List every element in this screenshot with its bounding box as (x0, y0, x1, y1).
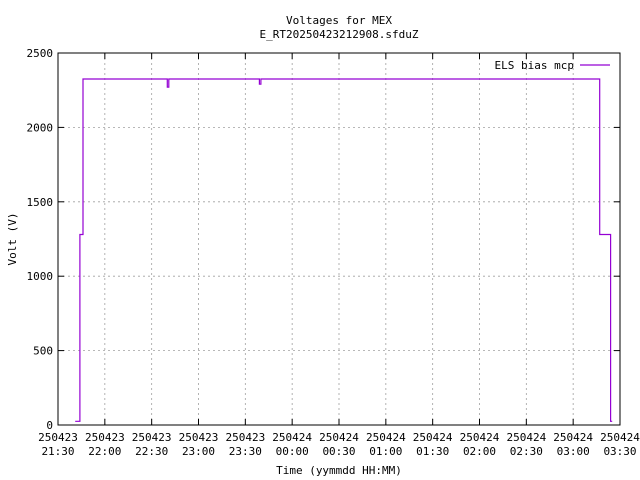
y-axis-label: Volt (V) (6, 213, 19, 266)
x-tick-label: 250424 03:30 (600, 431, 640, 458)
y-tick-label: 2500 (27, 47, 54, 60)
x-tick-label: 250424 00:00 (272, 431, 312, 458)
y-tick-label: 0 (46, 419, 53, 432)
y-tick-label: 1500 (27, 196, 54, 209)
legend-label: ELS bias mcp (495, 59, 574, 72)
plot-frame (57, 52, 621, 426)
chart-subtitle: E_RT20250423212908.sfduZ (260, 28, 419, 41)
data-line (75, 78, 613, 422)
y-tick-label: 1000 (27, 270, 54, 283)
x-tick-label: 250423 21:30 (38, 431, 78, 458)
x-tick-label: 250424 00:30 (319, 431, 359, 458)
x-axis-label: Time (yymmdd HH:MM) (276, 464, 402, 477)
y-tick-label: 500 (33, 345, 53, 358)
chart-title: Voltages for MEX (286, 14, 392, 27)
x-tick-label: 250424 01:00 (366, 431, 406, 458)
x-tick-label: 250424 02:00 (460, 431, 500, 458)
x-tick-label: 250423 22:00 (85, 431, 125, 458)
x-tick-label: 250423 23:00 (179, 431, 219, 458)
x-tick-label: 250424 02:30 (506, 431, 546, 458)
x-tick-label: 250424 03:00 (553, 431, 593, 458)
x-tick-label: 250424 01:30 (413, 431, 453, 458)
x-tick-label: 250423 23:30 (225, 431, 265, 458)
y-tick-label: 2000 (27, 121, 54, 134)
x-tick-label: 250423 22:30 (132, 431, 172, 458)
